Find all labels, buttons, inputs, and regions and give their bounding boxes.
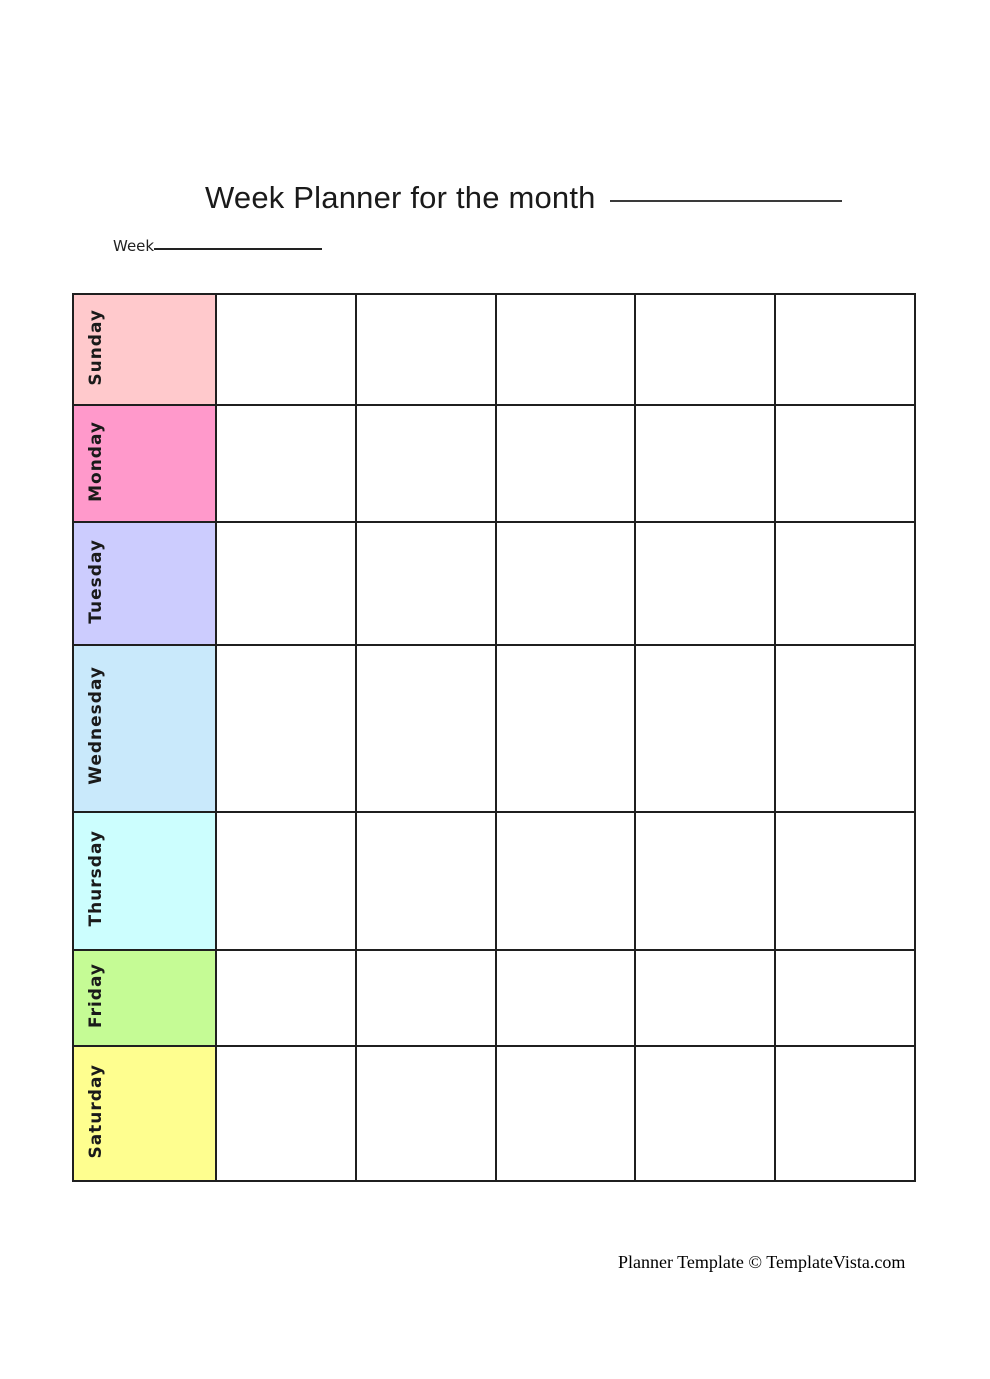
day-header-cell-friday: Friday [72,948,217,1047]
planner-blank-cell [494,643,637,814]
month-blank-line [609,200,842,202]
planner-blank-cell [215,1044,357,1183]
planner-row-thursday: Thursday [72,811,916,951]
planner-blank-cell [215,404,357,524]
day-label: Thursday [86,830,106,927]
day-header-cell-wednesday: Wednesday [72,643,217,814]
week-label: Week [113,237,155,255]
planner-row-wednesday: Wednesday [72,643,916,814]
page-title: Week Planner for the month [205,180,596,215]
planner-blank-cell [354,521,497,646]
day-label: Wednesday [86,666,106,786]
planner-row-saturday: Saturday [72,1044,916,1183]
planner-blank-cell [634,404,777,524]
planner-blank-cell [494,404,637,524]
title-row: Week Planner for the month [205,180,842,216]
planner-blank-cell [774,643,916,814]
planner-row-friday: Friday [72,948,916,1047]
planner-blank-cell [215,948,357,1047]
week-planner-table: Sunday Monday Tuesday Wednesday Thursday Frid… [72,292,916,1183]
planner-blank-cell [774,948,916,1047]
day-label: Friday [86,962,106,1028]
planner-blank-cell [634,292,777,407]
planner-blank-cell [634,948,777,1047]
planner-blank-cell [354,948,497,1047]
planner-blank-cell [634,1044,777,1183]
planner-row-sunday: Sunday [72,292,916,407]
planner-blank-cell [634,811,777,951]
day-header-cell-saturday: Saturday [72,1044,217,1183]
day-label: Monday [86,420,106,502]
planner-blank-cell [354,1044,497,1183]
planner-blank-cell [354,811,497,951]
day-label: Tuesday [86,538,106,624]
planner-blank-cell [354,404,497,524]
day-header-cell-monday: Monday [72,404,217,524]
planner-row-tuesday: Tuesday [72,521,916,646]
planner-blank-cell [215,811,357,951]
day-header-cell-thursday: Thursday [72,811,217,951]
planner-blank-cell [494,811,637,951]
week-blank-line [154,248,323,250]
planner-blank-cell [215,292,357,407]
planner-blank-cell [494,948,637,1047]
planner-blank-cell [354,292,497,407]
day-label: Sunday [86,308,106,386]
planner-blank-cell [774,404,916,524]
planner-blank-cell [774,521,916,646]
planner-blank-cell [494,1044,637,1183]
planner-blank-cell [494,292,637,407]
planner-blank-cell [774,292,916,407]
day-label: Saturday [86,1063,106,1159]
planner-row-monday: Monday [72,404,916,524]
day-header-cell-sunday: Sunday [72,292,217,407]
planner-blank-cell [774,1044,916,1183]
planner-blank-cell [215,643,357,814]
planner-blank-cell [634,643,777,814]
week-field-row: Week [113,237,323,255]
planner-blank-cell [774,811,916,951]
day-header-cell-tuesday: Tuesday [72,521,217,646]
footer-credit: Planner Template © TemplateVista.com [618,1252,906,1272]
planner-blank-cell [215,521,357,646]
planner-blank-cell [494,521,637,646]
planner-blank-cell [634,521,777,646]
planner-blank-cell [354,643,497,814]
